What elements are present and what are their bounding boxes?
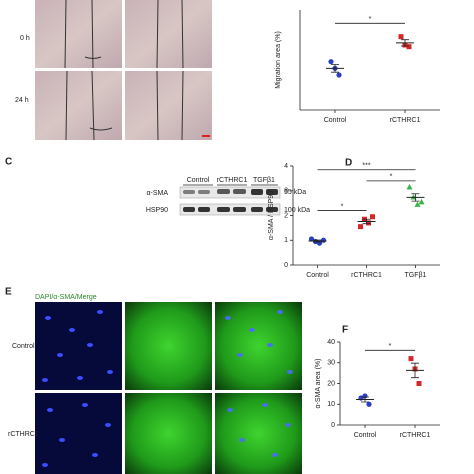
y-axis-label: Migration area (%) (275, 31, 282, 89)
lane-label: rCTHRC1 (217, 177, 248, 184)
data-point (406, 44, 412, 50)
lane-label: TGFβ1 (253, 177, 275, 184)
data-point (410, 193, 417, 200)
significance-label: * (390, 174, 393, 181)
x-tick-label: Control (324, 117, 347, 124)
panel-label: D (345, 158, 352, 169)
significance-label: * (341, 203, 344, 210)
data-point (416, 381, 422, 386)
row-label: rCTHRC1 (8, 431, 39, 438)
data-point (336, 72, 342, 78)
y-tick-label: 3 (284, 188, 288, 195)
error-bar (362, 218, 371, 225)
protein-label: α-SMA (146, 190, 168, 197)
row-label: 0 h (20, 35, 30, 42)
y-tick-label: 1 (284, 237, 288, 244)
panel-label: C (5, 157, 12, 168)
error-bar (361, 396, 369, 403)
y-tick-label: 4 (284, 163, 288, 170)
x-tick-label: rCTHRC1 (400, 432, 431, 439)
y-tick-label: 30 (327, 360, 335, 367)
data-point (406, 184, 413, 190)
fluorescence-images (35, 302, 302, 474)
x-tick-label: Control (354, 432, 377, 439)
y-tick-label: 0 (284, 262, 288, 269)
blot (179, 186, 281, 216)
significance-label: * (369, 16, 372, 23)
data-point (308, 236, 315, 242)
data-point (328, 59, 334, 65)
data-point (366, 220, 371, 226)
error-bar (411, 193, 420, 202)
x-tick-label: TGFβ1 (405, 272, 427, 279)
size-label: 55 kDa (284, 189, 306, 196)
data-point (418, 198, 425, 205)
significance-label: *** (362, 163, 370, 170)
y-tick-label: 0 (331, 422, 335, 429)
panel-label: E (5, 287, 12, 298)
y-tick-label: 2 (284, 212, 288, 219)
x-tick-label: Control (306, 272, 329, 279)
channel-header: DAPI/α-SMA/Merge (35, 294, 97, 301)
y-axis-label: α-SMA area (%) (315, 359, 322, 409)
error-bar (331, 64, 339, 73)
size-label: 100 kDa (284, 207, 310, 214)
data-point (398, 34, 404, 40)
data-point (408, 356, 414, 362)
row-label: Control (12, 343, 35, 350)
significance-label: * (389, 343, 392, 350)
data-point (370, 214, 375, 220)
protein-label: HSP90 (146, 207, 168, 214)
y-tick-label: 20 (327, 380, 335, 387)
y-tick-label: 10 (327, 401, 335, 408)
x-tick-label: rCTHRC1 (351, 272, 382, 279)
error-bar (313, 239, 322, 243)
panel-label: F (342, 325, 348, 336)
error-bar (401, 39, 409, 47)
x-tick-label: rCTHRC1 (390, 117, 421, 124)
data-point (366, 401, 372, 407)
data-point (414, 201, 421, 207)
y-tick-label: 40 (327, 339, 335, 346)
scratch-images (35, 0, 212, 141)
data-point (320, 237, 327, 243)
row-label: 24 h (15, 97, 29, 104)
lane-label: Control (187, 177, 210, 184)
data-point (358, 224, 363, 230)
error-bar (411, 362, 419, 379)
y-axis-label: α-SMA / HSP90 (268, 191, 275, 240)
